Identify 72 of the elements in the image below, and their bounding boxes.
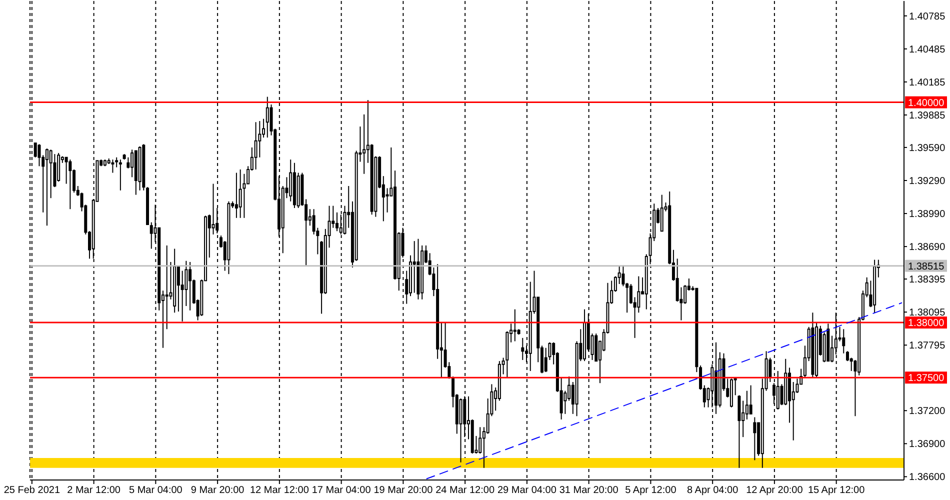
candlestick [412,240,416,294]
x-tick-label: 12 Apr 20:00 [746,485,804,496]
candlestick [742,400,745,438]
y-tick-label: 1.36600 [909,472,946,484]
candlestick [262,118,266,138]
candlestick [118,159,122,191]
x-tick-label: 29 Mar 04:00 [497,485,557,496]
y-tick-label: 1.38395 [909,274,946,286]
y-tick-label: 1.39290 [909,176,946,188]
candlestick [234,172,238,218]
candlestick [38,144,41,167]
ref-line-label: 1.40000 [908,98,945,109]
candlestick [336,212,339,232]
candlestick [846,350,849,362]
candlestick [684,284,687,304]
candlestick [176,266,180,312]
x-tick-label: 5 Mar 04:00 [129,485,183,496]
y-tick-label: 1.37200 [909,406,946,418]
y-tick-label: 1.37795 [909,340,946,352]
candlestick [478,426,482,454]
candlestick [753,416,756,461]
x-tick-label: 25 Feb 2021 [4,485,60,496]
ref-line-label: 1.38515 [908,261,945,272]
ref-line-label: 1.38000 [908,318,945,330]
candlestick [289,159,292,202]
ref-line-label: 1.37500 [908,373,945,384]
y-tick-label: 1.38690 [909,242,946,254]
candlestick [362,114,366,174]
x-tick-label: 24 Mar 12:00 [436,485,495,496]
candlestick [660,194,664,232]
y-tick-label: 1.40785 [909,11,946,22]
candlestick [842,328,846,354]
candlestick [150,222,153,250]
candlestick [513,308,516,342]
candlestick [212,183,215,235]
x-tick-label: 2 Mar 12:00 [67,485,121,496]
candlestick [188,261,192,311]
candlestick [126,156,130,169]
candlestick [629,283,632,304]
candlestick [266,96,269,138]
x-tick-label: 5 Apr 12:00 [625,485,677,496]
candlestick [622,264,625,287]
y-tick-label: 1.38990 [909,209,946,220]
candlestick [49,149,52,199]
x-tick-label: 17 Mar 04:00 [312,485,372,496]
x-tick-label: 15 Apr 12:00 [808,485,866,496]
candlestick [254,122,258,170]
x-tick-label: 19 Mar 20:00 [374,485,434,496]
candlestick [521,337,524,360]
y-tick-label: 1.36900 [909,439,946,450]
candlestick [111,159,114,174]
x-tick-label: 9 Mar 20:00 [190,485,245,496]
x-tick-label: 12 Mar 12:00 [250,485,310,496]
y-tick-label: 1.39590 [909,143,946,154]
candlestick [115,156,118,168]
candlestick [45,148,48,226]
x-tick-label: 31 Mar 20:00 [559,485,619,496]
y-tick-label: 1.40185 [909,77,946,88]
candlestick [242,173,246,218]
y-tick-label: 1.39885 [909,110,946,122]
candlestick [68,159,72,210]
candlestick [386,188,389,213]
y-tick-label: 1.40485 [909,44,946,56]
x-tick-label: 8 Apr 04:00 [686,485,739,496]
candlestick [568,376,571,402]
candlestick [130,149,134,178]
candlestick [238,168,242,218]
y-tick-label: 1.38095 [909,308,946,319]
candlestick [165,244,168,330]
candlestick [749,384,752,414]
candlestick [745,390,748,420]
candlestick [180,270,184,322]
